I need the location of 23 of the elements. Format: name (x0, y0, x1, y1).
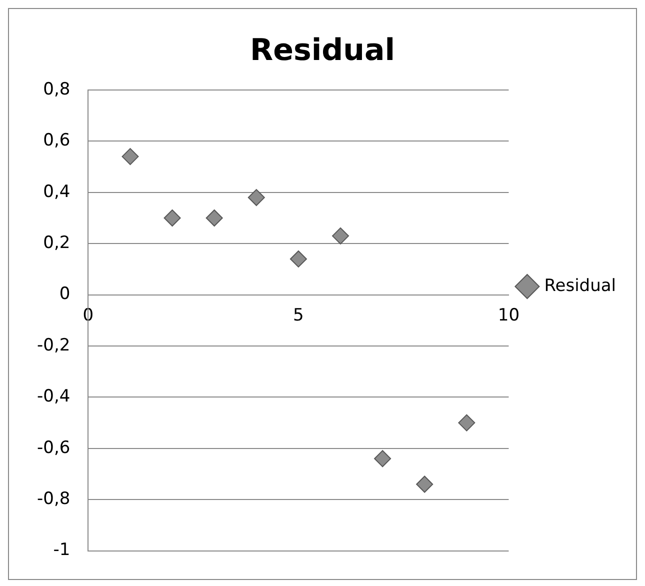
y-tick-label: -1 (53, 540, 70, 560)
point (332, 227, 349, 244)
y-tick-label: 0,6 (43, 130, 70, 151)
point (248, 189, 265, 206)
chart-title: Residual (250, 32, 395, 68)
y-tick-label: 0,8 (43, 79, 70, 100)
point (164, 210, 181, 226)
y-tick-label: 0,4 (43, 182, 70, 202)
x-tick-label: 10 (498, 305, 520, 326)
x-tick-label: 5 (293, 305, 304, 326)
point (290, 250, 307, 268)
point (458, 414, 476, 432)
point (416, 476, 434, 493)
y-tick-label: -0,4 (37, 386, 70, 407)
point (374, 450, 392, 468)
y-tick-label: 0 (59, 284, 70, 304)
point (206, 210, 223, 226)
legend-label: Residual (544, 276, 616, 296)
y-tick-label: 0,2 (43, 233, 70, 254)
y-tick-label: -0,2 (37, 335, 70, 356)
y-tick-label: -0,8 (37, 489, 70, 510)
point (122, 148, 139, 166)
y-tick-label: -0,6 (37, 438, 70, 458)
